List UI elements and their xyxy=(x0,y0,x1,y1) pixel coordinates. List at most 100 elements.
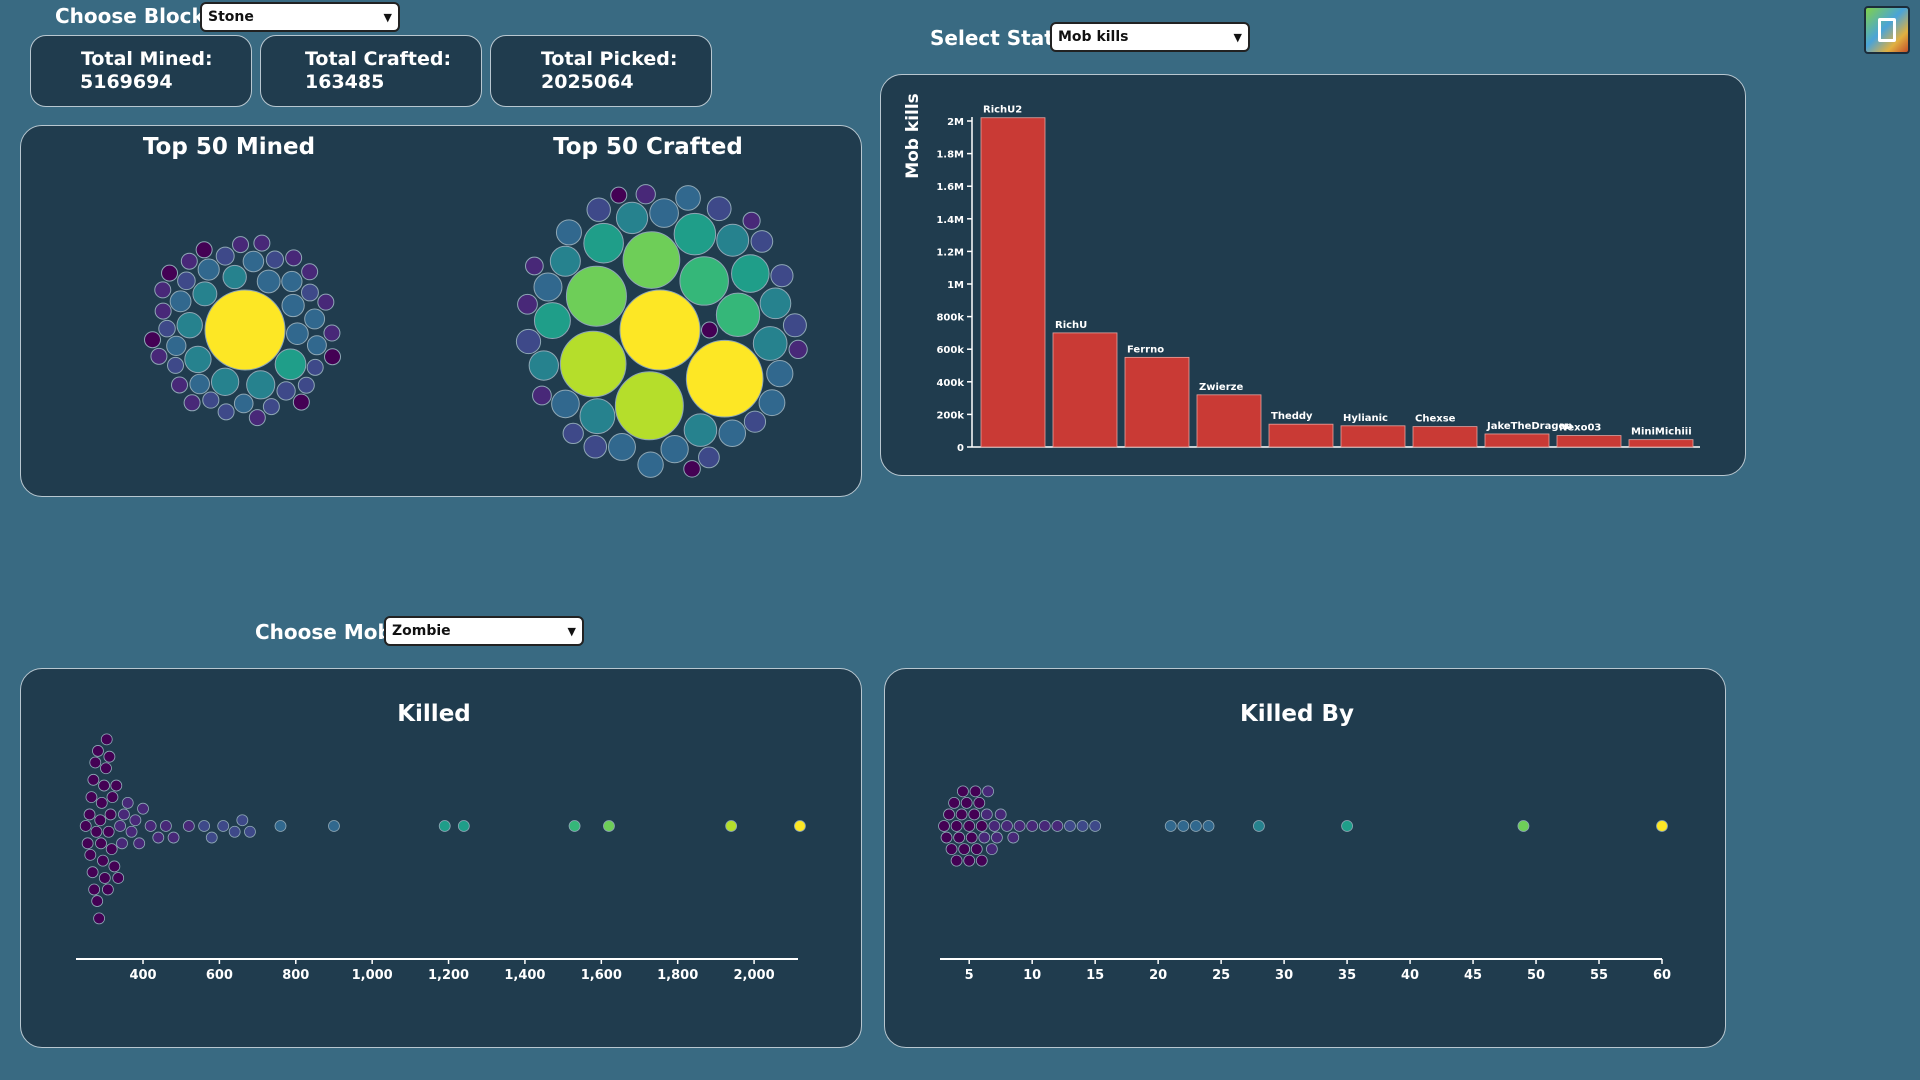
bubble[interactable] xyxy=(171,376,189,394)
bubble[interactable] xyxy=(281,293,305,318)
bubble[interactable] xyxy=(766,360,794,388)
swarm-point[interactable] xyxy=(955,808,968,821)
swarm-point[interactable] xyxy=(985,843,998,856)
swarm-point[interactable] xyxy=(182,820,195,832)
bubble[interactable] xyxy=(635,184,656,205)
bubble[interactable] xyxy=(281,270,303,293)
mob-select[interactable]: Zombie ▼ xyxy=(384,616,584,646)
swarm-point[interactable] xyxy=(98,872,111,884)
swarm-point[interactable] xyxy=(960,796,973,809)
bar-Nexo03[interactable] xyxy=(1556,435,1622,448)
swarm-point[interactable] xyxy=(108,860,121,873)
bubble[interactable] xyxy=(683,413,718,447)
bubble[interactable] xyxy=(551,389,580,419)
swarm-point[interactable] xyxy=(89,756,102,769)
swarm-point[interactable] xyxy=(144,820,157,832)
bubble[interactable] xyxy=(752,326,788,361)
bubble[interactable] xyxy=(242,250,265,273)
swarm-point[interactable] xyxy=(457,820,470,832)
swarm-point[interactable] xyxy=(1253,820,1265,832)
swarm-point[interactable] xyxy=(973,796,986,809)
swarm-point[interactable] xyxy=(978,831,991,844)
swarm-point[interactable] xyxy=(84,848,97,861)
swarm-point[interactable] xyxy=(1202,820,1215,832)
bubble[interactable] xyxy=(166,335,187,356)
bubble[interactable] xyxy=(169,290,192,313)
swarm-point[interactable] xyxy=(994,808,1007,821)
swarm-point[interactable] xyxy=(725,820,738,832)
bubble[interactable] xyxy=(583,222,624,264)
swarm-point[interactable] xyxy=(90,825,103,838)
swarm-point[interactable] xyxy=(982,785,994,798)
bubble[interactable] xyxy=(292,393,310,411)
swarm-point[interactable] xyxy=(114,820,127,832)
bubble[interactable] xyxy=(579,398,616,435)
swarm-point[interactable] xyxy=(93,912,105,925)
swarm-point[interactable] xyxy=(97,854,109,867)
swarm-point[interactable] xyxy=(94,814,107,827)
bubble[interactable] xyxy=(274,348,307,381)
bubble[interactable] xyxy=(685,339,764,418)
bubble[interactable] xyxy=(525,256,544,276)
swarm-point[interactable] xyxy=(1013,820,1026,832)
swarm-point[interactable] xyxy=(943,808,955,821)
swarm-point[interactable] xyxy=(85,791,98,804)
swarm-point[interactable] xyxy=(104,808,117,821)
bar-Theddy[interactable] xyxy=(1268,423,1334,448)
swarm-point[interactable] xyxy=(945,843,958,856)
swarm-point[interactable] xyxy=(101,883,114,896)
swarm-point[interactable] xyxy=(244,825,256,838)
swarm-point[interactable] xyxy=(112,872,125,884)
swarm-point[interactable] xyxy=(948,796,960,809)
swarm-point[interactable] xyxy=(328,820,340,832)
bubble[interactable] xyxy=(750,230,774,253)
bubble[interactable] xyxy=(718,419,747,447)
bubble[interactable] xyxy=(180,252,198,270)
bubble[interactable] xyxy=(743,410,767,433)
bubble[interactable] xyxy=(788,339,808,360)
bubble[interactable] xyxy=(285,249,303,267)
swarm-point[interactable] xyxy=(100,762,112,775)
bubble[interactable] xyxy=(304,308,326,330)
bubble[interactable] xyxy=(265,250,285,269)
swarm-point[interactable] xyxy=(110,779,123,792)
bubble[interactable] xyxy=(246,370,276,400)
swarm-point[interactable] xyxy=(965,831,978,844)
swarm-point[interactable] xyxy=(87,773,100,786)
bubble[interactable] xyxy=(782,313,807,338)
swarm-point[interactable] xyxy=(79,820,92,832)
swarm-point[interactable] xyxy=(1007,831,1020,844)
swarm-point[interactable] xyxy=(1341,820,1353,832)
swarm-point[interactable] xyxy=(963,854,976,867)
swarm-point[interactable] xyxy=(92,745,104,757)
bubble[interactable] xyxy=(673,212,717,256)
swarm-point[interactable] xyxy=(88,883,101,896)
swarm-point[interactable] xyxy=(217,820,230,832)
bubble[interactable] xyxy=(202,391,220,409)
swarm-point[interactable] xyxy=(1064,820,1076,832)
bubble[interactable] xyxy=(217,403,235,421)
swarm-point[interactable] xyxy=(970,843,983,856)
bar-MiniMichiii[interactable] xyxy=(1628,439,1694,448)
bubble[interactable] xyxy=(517,293,538,315)
swarm-point[interactable] xyxy=(81,837,94,850)
bar-JakeTheDragon[interactable] xyxy=(1484,433,1550,448)
swarm-point[interactable] xyxy=(1001,820,1013,832)
bar-RichU2[interactable] xyxy=(980,117,1046,448)
bubble[interactable] xyxy=(256,269,281,294)
bubble[interactable] xyxy=(197,258,220,281)
swarm-point[interactable] xyxy=(205,831,218,844)
swarm-point[interactable] xyxy=(1038,820,1051,832)
bar-Hylianic[interactable] xyxy=(1340,425,1406,448)
swarm-point[interactable] xyxy=(603,820,615,832)
bubble[interactable] xyxy=(183,394,201,412)
swarm-point[interactable] xyxy=(968,808,981,821)
swarm-point[interactable] xyxy=(1190,820,1202,832)
swarm-point[interactable] xyxy=(991,831,1003,844)
bubble[interactable] xyxy=(649,198,679,228)
bubble[interactable] xyxy=(528,350,559,381)
bubble[interactable] xyxy=(615,201,649,235)
bubble[interactable] xyxy=(619,289,701,371)
bubble[interactable] xyxy=(586,197,611,222)
bubble[interactable] xyxy=(222,264,247,290)
